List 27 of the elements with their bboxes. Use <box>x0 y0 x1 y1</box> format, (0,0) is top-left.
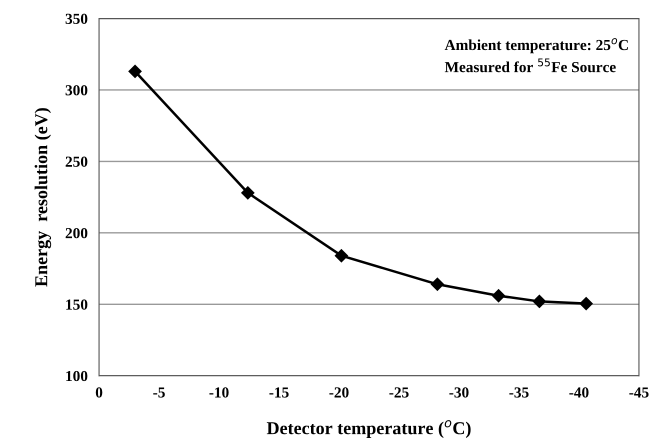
y-tick-label: 250 <box>66 156 88 167</box>
x-tick-label: -10 <box>209 387 229 398</box>
annotation: Measured for $^{55}$Fe Source <box>444 58 616 72</box>
point <box>580 296 593 310</box>
y-tick-label: 350 <box>66 14 88 24</box>
x-tick-label: -5 <box>153 387 165 398</box>
point <box>430 278 444 291</box>
point <box>334 249 348 262</box>
x-tick-label: -25 <box>389 387 409 398</box>
point <box>128 64 142 78</box>
point <box>492 289 506 302</box>
x-tick-label: -35 <box>509 387 529 398</box>
y-tick-label: 100 <box>66 370 88 382</box>
x-tick-label: -45 <box>629 387 649 398</box>
x-axis-title: Detector temperature ($^{o}$C) <box>266 420 471 438</box>
x-tick-label: 0 <box>96 387 102 398</box>
x-tick-label: -20 <box>329 387 349 398</box>
x-tick-label: -30 <box>449 387 469 398</box>
point <box>532 294 546 308</box>
x-tick-label: -15 <box>269 387 289 398</box>
y-axis-title: Energy resolution (eV) <box>34 108 52 287</box>
annotation: Ambient temperature: 25$^{o}$C <box>444 38 628 54</box>
y-tick-label: 150 <box>66 299 88 310</box>
point <box>241 186 254 200</box>
y-tick-label: 300 <box>66 85 88 96</box>
x-tick-label: -40 <box>569 387 589 398</box>
y-tick-label: 200 <box>66 228 88 238</box>
